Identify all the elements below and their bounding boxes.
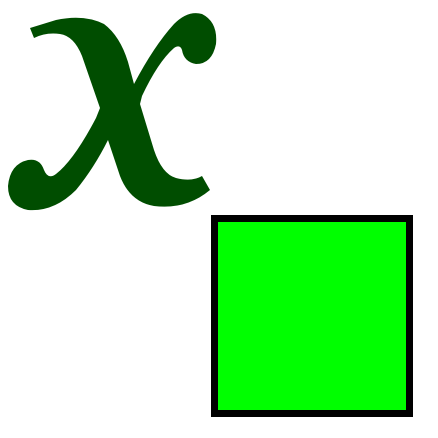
green-square — [211, 215, 413, 417]
italic-x-icon: x — [8, 13, 217, 211]
